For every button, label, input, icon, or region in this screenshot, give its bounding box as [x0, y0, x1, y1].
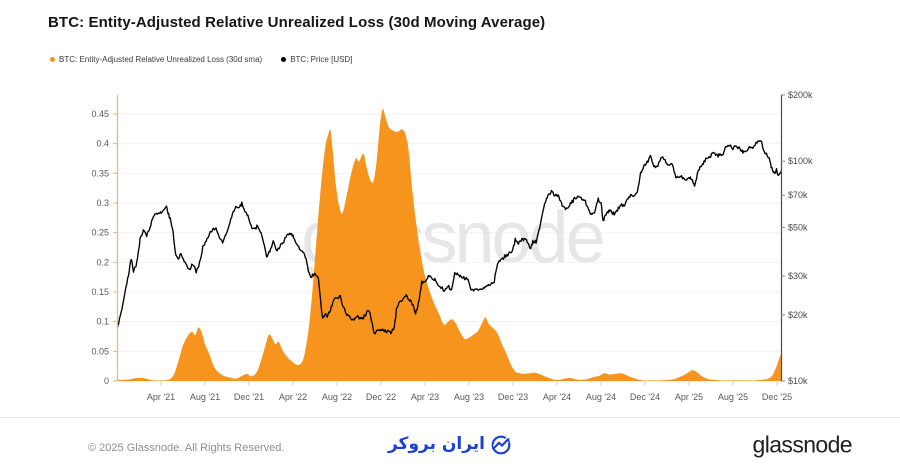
glassnode-wordmark: glassnode [752, 431, 853, 457]
footer: © 2025 Glassnode. All Rights Reserved. ا… [0, 417, 900, 471]
x-axis-label: Aug '23 [454, 392, 484, 402]
right-axis-label: $30k [788, 271, 808, 281]
right-axis-label: $50k [788, 222, 808, 232]
x-axis-label: Aug '25 [718, 392, 748, 402]
legend-dot-black [281, 57, 287, 62]
legend: BTC: Entity-Adjusted Relative Unrealized… [50, 55, 352, 64]
left-axis-label: 0.4 [96, 139, 109, 149]
legend-item-price[interactable]: BTC: Price [USD] [281, 55, 352, 64]
unrealized-loss-area-series[interactable] [117, 109, 781, 381]
x-axis-label: Aug '21 [190, 392, 220, 402]
iranbroker-chart-arrow-icon [491, 435, 511, 454]
x-axis-label: Aug '22 [322, 392, 352, 402]
left-axis-label: 0.35 [91, 168, 109, 178]
x-axis-label: Apr '22 [279, 392, 307, 402]
iranbroker-logo-text: ایران بروکر [387, 434, 486, 454]
btc-price-line-series[interactable] [117, 140, 781, 335]
x-axis-label: Dec '23 [498, 392, 528, 402]
legend-label-unrealized-loss: BTC: Entity-Adjusted Relative Unrealized… [59, 55, 263, 64]
left-axis-label: 0.15 [91, 287, 109, 297]
x-axis-label: Apr '21 [147, 392, 175, 402]
left-axis-label: 0.3 [96, 198, 109, 208]
x-axis-label: Apr '23 [411, 392, 439, 402]
legend-dot-orange [50, 57, 55, 62]
left-axis-label: 0.2 [96, 257, 109, 267]
right-axis-label: $100k [788, 156, 813, 166]
copyright-text: © 2025 Glassnode. All Rights Reserved. [88, 442, 285, 454]
x-axis-label: Dec '24 [630, 392, 660, 402]
x-axis-label: Dec '21 [234, 392, 264, 402]
right-axis-label: $20k [788, 310, 808, 320]
x-axis-label: Aug '24 [586, 392, 616, 402]
legend-label-price: BTC: Price [USD] [290, 55, 353, 64]
x-axis-label: Apr '24 [543, 392, 571, 402]
chart-title: BTC: Entity-Adjusted Relative Unrealized… [48, 14, 546, 31]
x-axis-label: Dec '22 [366, 392, 396, 402]
right-axis-label: $10k [788, 376, 808, 386]
left-axis-label: 0 [104, 376, 109, 386]
right-axis-label: $200k [788, 90, 813, 100]
left-axis-label: 0.1 [96, 317, 109, 327]
iranbroker-logo[interactable]: ایران بروکر [388, 434, 512, 456]
left-axis-label: 0.25 [91, 228, 109, 238]
x-axis-label: Apr '25 [675, 392, 703, 402]
x-axis-label: Dec '25 [762, 392, 792, 402]
left-axis-label: 0.45 [91, 109, 109, 119]
left-axis-label: 0.05 [91, 346, 109, 356]
right-axis-label: $70k [788, 190, 808, 200]
legend-item-unrealized-loss[interactable]: BTC: Entity-Adjusted Relative Unrealized… [50, 55, 262, 64]
